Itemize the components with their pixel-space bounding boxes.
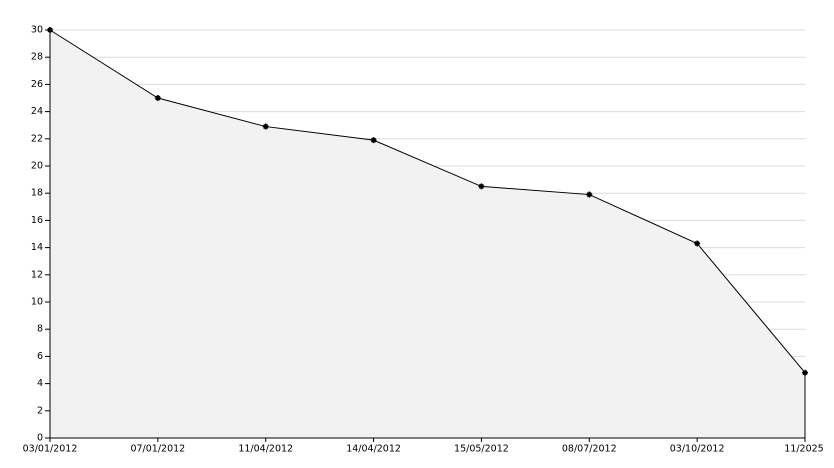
y-tick-label: 16	[31, 215, 43, 226]
marker	[478, 183, 485, 190]
marker	[586, 191, 593, 198]
y-tick-label: 8	[37, 324, 43, 335]
y-tick-label: 12	[31, 269, 43, 280]
x-tick-label: 03/01/2012	[23, 444, 78, 455]
marker	[370, 137, 377, 144]
y-tick-label: 22	[31, 133, 43, 144]
y-tick-label: 0	[37, 433, 43, 444]
line	[49, 29, 806, 374]
y-tick-label: 28	[31, 52, 43, 63]
y-tick-label: 30	[31, 25, 43, 36]
x-tick-label: 07/01/2012	[130, 444, 185, 455]
marker	[694, 240, 701, 247]
x-tick-label: 11/2025	[784, 444, 823, 455]
x-tick-label: 15/05/2012	[454, 444, 509, 455]
x-tick-label: 11/04/2012	[238, 444, 293, 455]
x-tick-label: 14/04/2012	[346, 444, 401, 455]
y-tick-label: 24	[31, 106, 43, 117]
y-tick-label: 20	[31, 161, 43, 172]
y-tick-label: 6	[37, 351, 43, 362]
area	[50, 30, 805, 438]
y-tick-label: 2	[37, 405, 43, 416]
x-tick-label: 03/10/2012	[670, 444, 725, 455]
marker	[154, 95, 161, 101]
y-tick-label: 10	[31, 297, 43, 308]
y-tick-label: 4	[37, 378, 43, 389]
x-tick-label: 08/07/2012	[562, 444, 617, 455]
marker	[262, 123, 269, 130]
marker	[802, 369, 808, 376]
y-tick-label: 14	[31, 242, 43, 253]
y-tick-label: 26	[31, 79, 43, 90]
marker	[47, 27, 53, 33]
y-tick-label: 18	[31, 188, 43, 199]
